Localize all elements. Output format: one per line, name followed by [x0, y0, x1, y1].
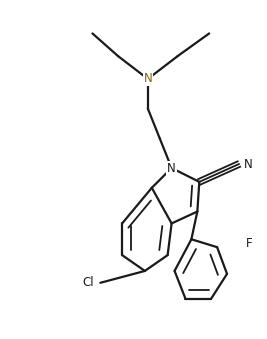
Text: F: F — [246, 237, 252, 250]
Text: N: N — [167, 161, 176, 175]
Text: N: N — [143, 73, 152, 85]
Text: N: N — [244, 158, 253, 171]
Text: Cl: Cl — [83, 276, 95, 289]
